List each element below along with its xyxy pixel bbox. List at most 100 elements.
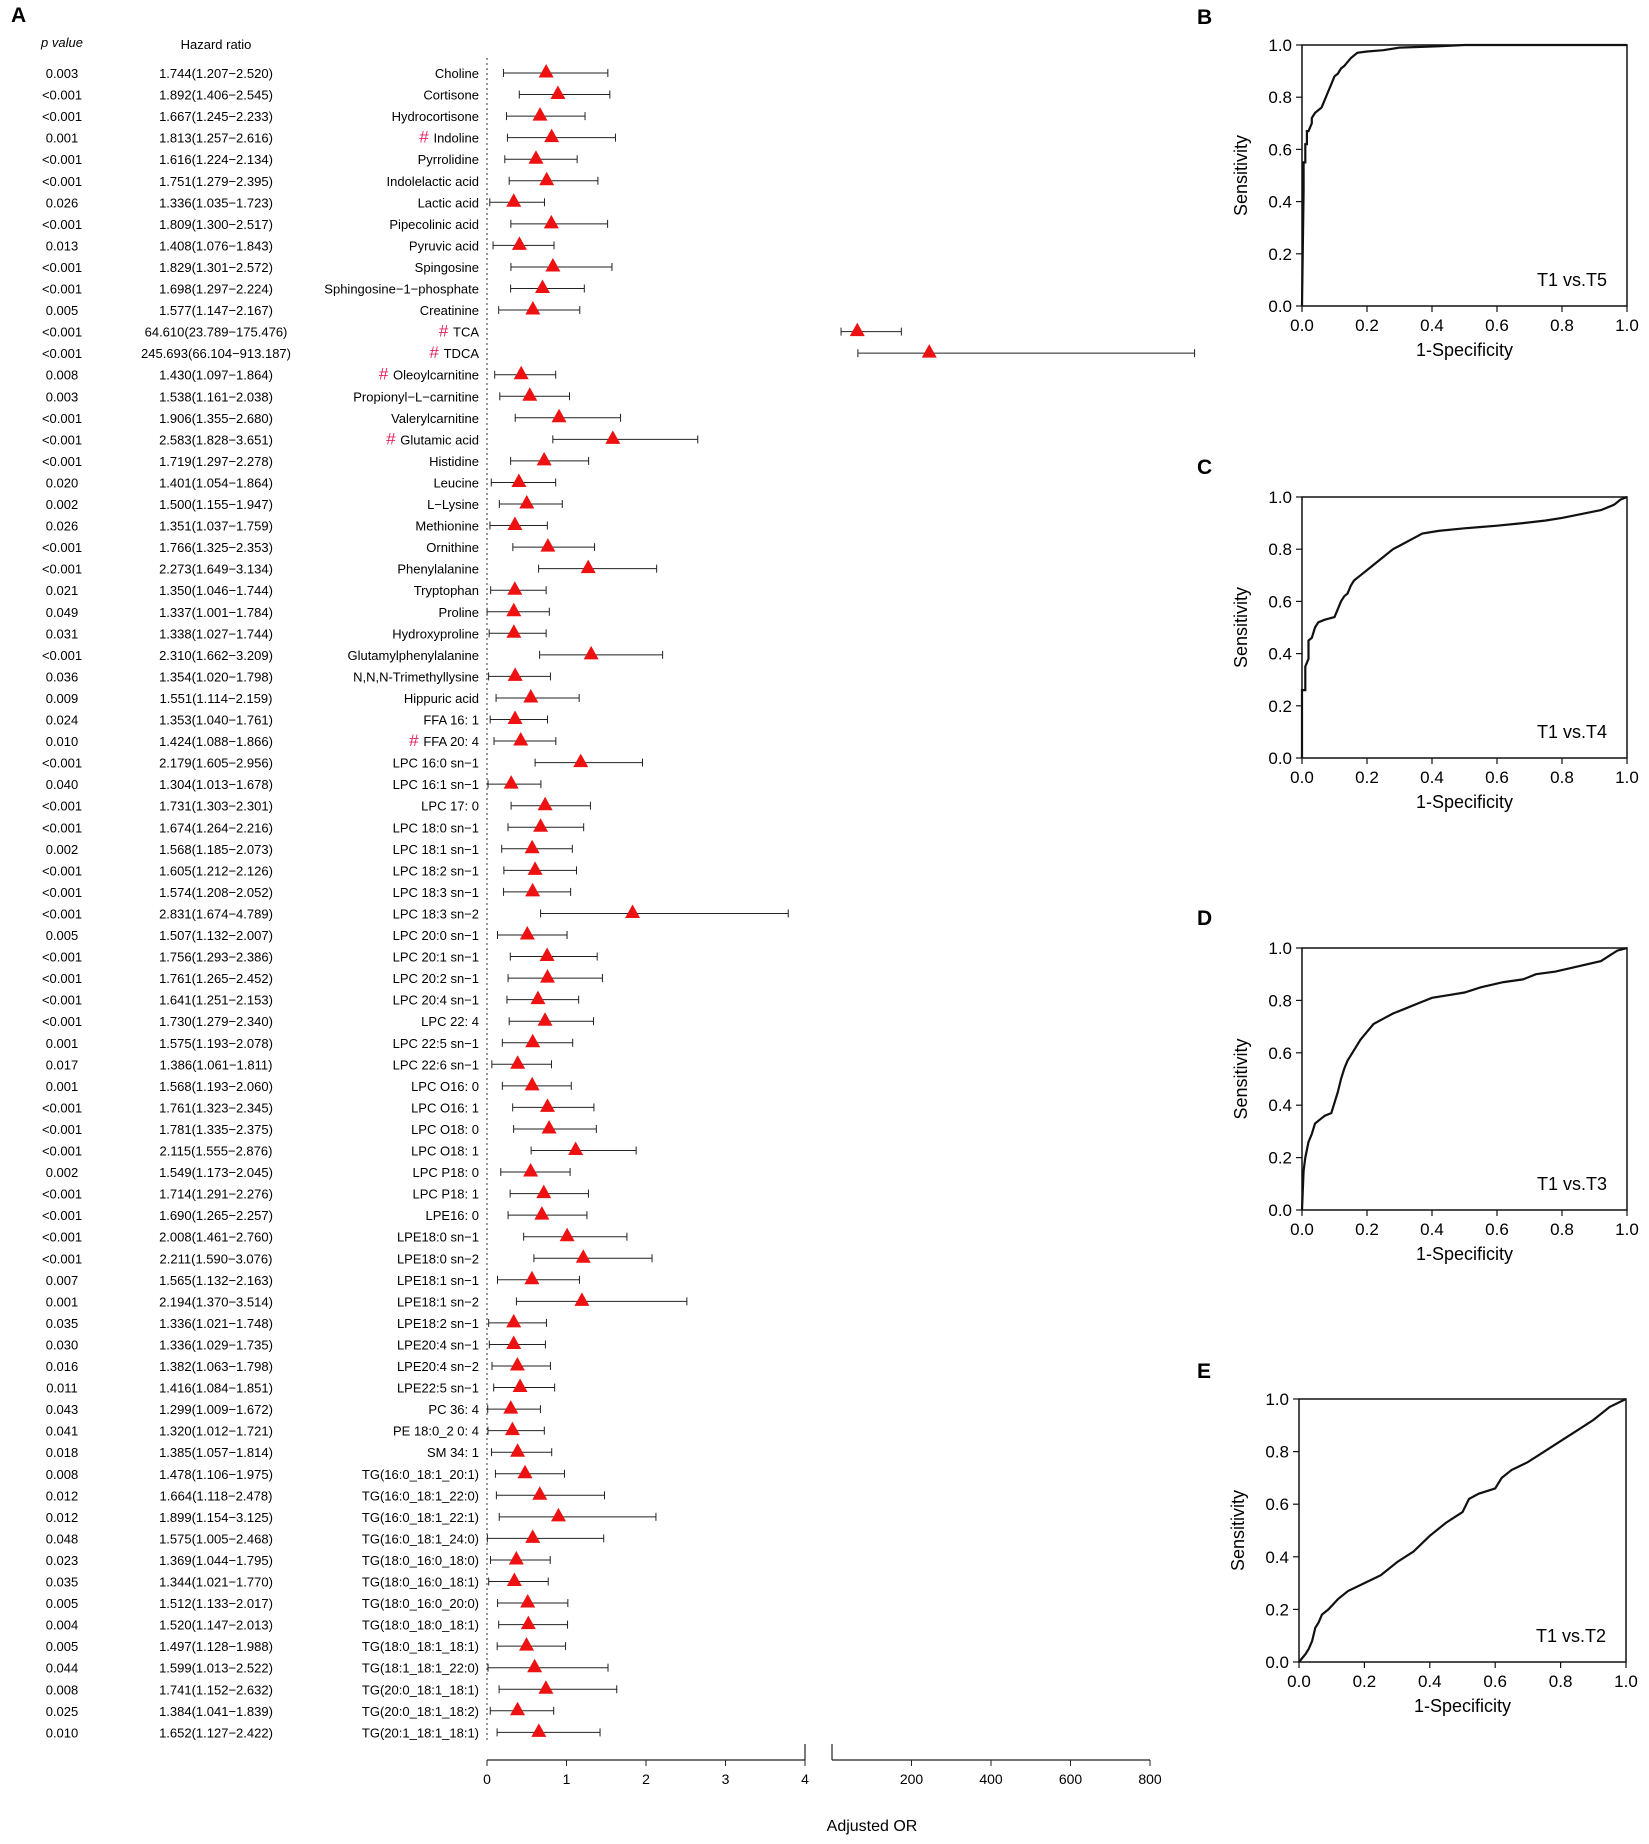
- hazard-ratio-label: 1.336(1.035−1.723): [159, 195, 273, 210]
- metabolite-label: Pyrrolidine: [418, 152, 479, 167]
- metabolite-name: TG(18:0_16:0_18:1): [362, 1575, 479, 1590]
- y-tick-label: 0.8: [1268, 88, 1292, 107]
- x-tick-label: 1.0: [1614, 1672, 1638, 1691]
- p-value-label: <0.001: [42, 540, 82, 555]
- or-marker: [551, 408, 567, 423]
- metabolite-name: TG(20:0_18:1_18:2): [362, 1704, 479, 1719]
- p-value-label: 0.005: [46, 1639, 79, 1654]
- p-value-label: 0.040: [46, 777, 79, 792]
- roc-curve: [1298, 1398, 1627, 1663]
- p-value-label: 0.002: [46, 497, 79, 512]
- y-tick-label: 0.2: [1268, 245, 1292, 264]
- p-value-label: <0.001: [42, 454, 82, 469]
- p-value-label: 0.021: [46, 583, 79, 598]
- x-tick-label: 0.0: [1290, 1220, 1314, 1239]
- p-value-label: 0.018: [46, 1445, 79, 1460]
- or-marker: [539, 947, 555, 962]
- panel-label: D: [1197, 907, 1212, 930]
- p-value-label: <0.001: [42, 1230, 82, 1245]
- metabolite-label: # Indoline: [419, 128, 479, 147]
- metabolite-name: Indoline: [433, 131, 479, 146]
- forest-row: 0.007 1.565(1.132−2.163) LPE18:1 sn−1: [46, 1270, 580, 1288]
- hazard-ratio-label: 1.386(1.061−1.811): [160, 1057, 273, 1072]
- metabolite-label: Propionyl−L−carnitine: [353, 389, 479, 404]
- x-tick-label: 1: [563, 1771, 571, 1787]
- metabolite-name: PC 36: 4: [428, 1402, 479, 1417]
- hazard-ratio-label: 1.577(1.147−2.167): [159, 303, 273, 318]
- metabolite-label: LPE16: 0: [426, 1208, 480, 1223]
- metabolite-name: LPC 18:0 sn−1: [393, 820, 479, 835]
- metabolite-label: TG(18:1_18:1_22:0): [362, 1661, 479, 1676]
- hazard-ratio-label: 1.385(1.057−1.814): [159, 1445, 273, 1460]
- hazard-ratio-label: 2.273(1.649−3.134): [159, 562, 273, 577]
- p-value-label: 0.001: [46, 131, 79, 146]
- forest-row: 0.003 1.538(1.161−2.038) Propionyl−L−carni…: [46, 387, 571, 404]
- metabolite-label: LPC 16:1 sn−1: [393, 777, 479, 792]
- or-marker: [511, 473, 527, 487]
- metabolite-label: L−Lysine: [427, 497, 479, 512]
- forest-row: <0.001 1.751(1.279−2.395) Indolelactic aci…: [42, 171, 599, 189]
- forest-row: 0.005 1.512(1.133−2.017) TG(18:0_16:0_20:0…: [46, 1594, 569, 1611]
- forest-row: <0.001 1.574(1.208−2.052) LPC 18:3 sn−1: [42, 882, 572, 900]
- forest-row: <0.001 2.179(1.605−2.956) LPC 16:0 sn−1: [42, 753, 644, 771]
- metabolite-name: Pipecolinic acid: [389, 217, 479, 232]
- forest-row: <0.001 1.731(1.303−2.301) LPC 17: 0: [42, 796, 591, 814]
- forest-row: <0.001 1.730(1.279−2.340) LPC 22: 4: [42, 1012, 595, 1029]
- metabolite-label: TG(16:0_18:1_24:0): [362, 1531, 479, 1546]
- or-marker: [574, 1292, 590, 1306]
- metabolite-name: Spingosine: [415, 260, 479, 275]
- metabolite-label: Ornithine: [426, 540, 479, 555]
- forest-row: 0.008 1.741(1.152−2.632) TG(20:0_18:1_18:1…: [46, 1680, 618, 1697]
- forest-row: <0.001 1.829(1.301−2.572) Spingosine: [42, 257, 613, 275]
- metabolite-name: FFA 16: 1: [423, 713, 479, 728]
- x-axis-title: Adjusted OR: [827, 1818, 918, 1835]
- p-value-label: <0.001: [42, 1251, 82, 1266]
- or-marker: [507, 516, 523, 531]
- metabolite-label: TG(16:0_18:1_22:0): [362, 1488, 479, 1503]
- forest-row: 0.005 1.577(1.147−2.167) Creatinine: [46, 301, 581, 318]
- flag-marker: #: [429, 343, 443, 362]
- forest-row: 0.031 1.338(1.027−1.744) Hydroxyproline: [46, 624, 547, 641]
- metabolite-name: Hydrocortisone: [392, 109, 479, 124]
- p-value-label: 0.003: [46, 66, 79, 81]
- or-marker: [537, 796, 553, 811]
- metabolite-label: # TDCA: [429, 343, 479, 362]
- p-value-label: 0.008: [46, 1682, 79, 1697]
- metabolite-label: TG(18:0_16:0_18:0): [362, 1553, 479, 1568]
- or-marker: [520, 1615, 536, 1630]
- forest-row: <0.001 2.583(1.828−3.651) # Glutamic acid: [42, 429, 699, 448]
- y-tick-label: 1.0: [1268, 36, 1292, 55]
- metabolite-name: LPE20:4 sn−2: [397, 1359, 479, 1374]
- x-tick-label: 0.8: [1550, 1220, 1574, 1239]
- p-value-label: 0.024: [46, 713, 79, 728]
- metabolite-label: LPC 18:1 sn−1: [393, 842, 479, 857]
- forest-row: 0.024 1.353(1.040−1.761) FFA 16: 1: [46, 710, 548, 728]
- forest-row: 0.041 1.320(1.012−1.721) PE 18:0_2 0: 4: [46, 1421, 545, 1439]
- or-marker: [506, 624, 522, 638]
- metabolite-label: TG(20:0_18:1_18:1): [362, 1682, 479, 1697]
- metabolite-name: PE 18:0_2 0: 4: [393, 1424, 479, 1439]
- metabolite-name: TG(16:0_18:1_22:1): [362, 1510, 479, 1525]
- p-value-label: <0.001: [42, 88, 82, 103]
- metabolite-name: TG(16:0_18:1_22:0): [362, 1488, 479, 1503]
- metabolite-name: TG(16:0_18:1_20:1): [362, 1467, 479, 1482]
- y-tick-label: 0.0: [1268, 1201, 1292, 1220]
- hazard-ratio-label: 1.674(1.264−2.216): [159, 820, 273, 835]
- metabolite-label: LPC 22: 4: [421, 1014, 479, 1029]
- hazard-ratio-label: 1.336(1.029−1.735): [159, 1337, 273, 1352]
- panel-label: E: [1197, 1360, 1211, 1383]
- metabolite-label: SM 34: 1: [427, 1445, 479, 1460]
- forest-row: 0.035 1.344(1.021−1.770) TG(18:0_16:0_18:1…: [46, 1572, 549, 1590]
- metabolite-label: LPC 16:0 sn−1: [393, 756, 479, 771]
- or-marker: [545, 257, 561, 272]
- x-tick-label: 2: [642, 1771, 650, 1787]
- metabolite-label: Cortisone: [423, 88, 479, 103]
- metabolite-label: Hippuric acid: [404, 691, 479, 706]
- forest-row: <0.001 1.674(1.264−2.216) LPC 18:0 sn−1: [42, 818, 585, 835]
- hazard-ratio-label: 2.211(1.590−3.076): [160, 1251, 273, 1266]
- x-axis-title: 1-Specificity: [1416, 792, 1513, 812]
- metabolite-name: LPE18:0 sn−2: [397, 1251, 479, 1266]
- p-value-label: <0.001: [42, 993, 82, 1008]
- metabolite-label: LPC 18:3 sn−1: [393, 885, 479, 900]
